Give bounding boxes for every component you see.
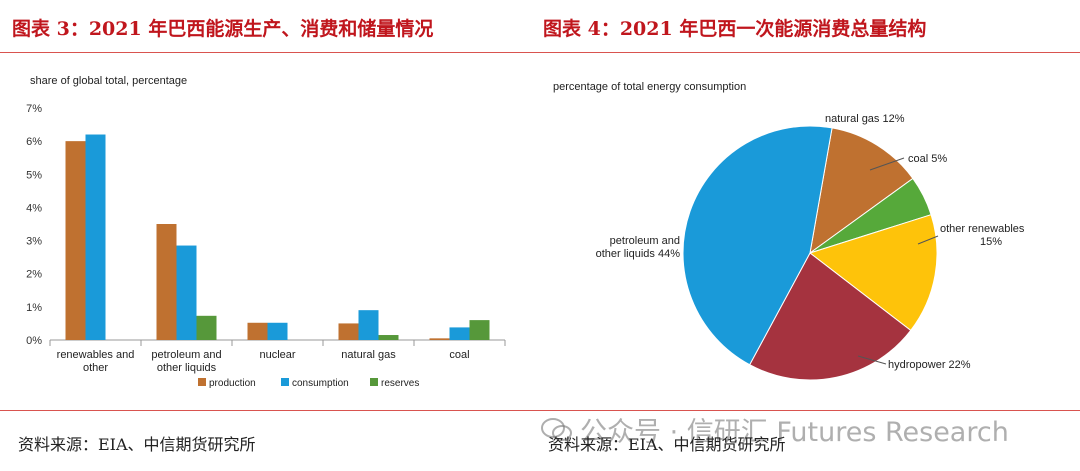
bar-production [65,141,86,340]
x-category-label: petroleum and other liquids [151,349,221,374]
pie-slice [809,127,914,255]
y-tick-label: 2% [26,269,42,281]
pie-chart: percentage of total energy consumption na… [553,81,1025,381]
coal-leader-line [869,157,905,171]
y-tick-label: 0% [26,335,42,347]
y-tick-label: 5% [26,169,42,181]
x-category-label: natural gas [341,349,396,361]
pie-slice [808,214,938,332]
x-category-label: coal [449,349,469,361]
pie-slice-label: coal 5% [908,153,947,165]
bar-consumption [449,327,470,340]
y-tick-label: 6% [26,136,42,148]
left-source-note: 资料来源：EIA、中信期货研究所 [18,435,256,454]
legend-swatch-production [198,378,206,386]
pie-slice [748,252,912,381]
x-category-label: renewables and other [57,349,135,374]
bar-reserves [378,335,399,340]
watermark-text: 公众号 · 信研汇 Futures Research [580,417,1009,448]
right-figure-title: 图表 4：2021 年巴西一次能源消费总量结构 [543,18,927,40]
legend-label-consumption: consumption [292,378,349,389]
pie-slice [682,125,833,366]
legend-label-production: production [209,378,256,389]
hydro-leader-line [857,355,887,365]
x-category-label: nuclear [259,349,295,361]
bar-production [429,338,450,340]
bar-consumption [267,322,288,340]
bar-reserves [469,320,490,340]
pie-slice-label: hydropower 22% [888,359,971,371]
legend-swatch-consumption [281,378,289,386]
y-tick-label: 4% [26,202,42,214]
bottom-divider [0,410,1080,411]
renewables-leader-line [917,235,939,245]
bar-consumption [358,310,379,340]
bar-consumption [176,245,197,340]
top-divider [0,52,1080,53]
wechat-logo-icon [540,416,574,451]
pie-chart-subtitle: percentage of total energy consumption [553,81,746,93]
legend-label-reserves: reserves [381,378,419,389]
pie-slice-label: other renewables 15% [940,223,1025,248]
right-source-note: 资料来源：EIA、中信期货研究所 [548,435,786,454]
bar-reserves [196,315,217,340]
left-figure-title: 图表 3：2021 年巴西能源生产、消费和储量情况 [12,18,434,40]
legend-swatch-reserves [370,378,378,386]
bar-consumption [85,134,106,340]
bar-production [156,224,177,340]
bar-production [338,323,359,340]
y-tick-label: 3% [26,236,42,248]
pie-slice-label: natural gas 12% [825,113,905,125]
bar-production [247,322,268,340]
watermark: 公众号 · 信研汇 Futures Research [540,410,1009,451]
pie-slice-label: petroleum and other liquids 44% [596,235,681,260]
y-tick-label: 7% [26,103,42,115]
y-tick-label: 1% [26,302,42,314]
bar-chart-subtitle: share of global total, percentage [30,75,187,87]
bar-chart: share of global total, percentage 0% 1% 2% 3… [26,75,506,389]
